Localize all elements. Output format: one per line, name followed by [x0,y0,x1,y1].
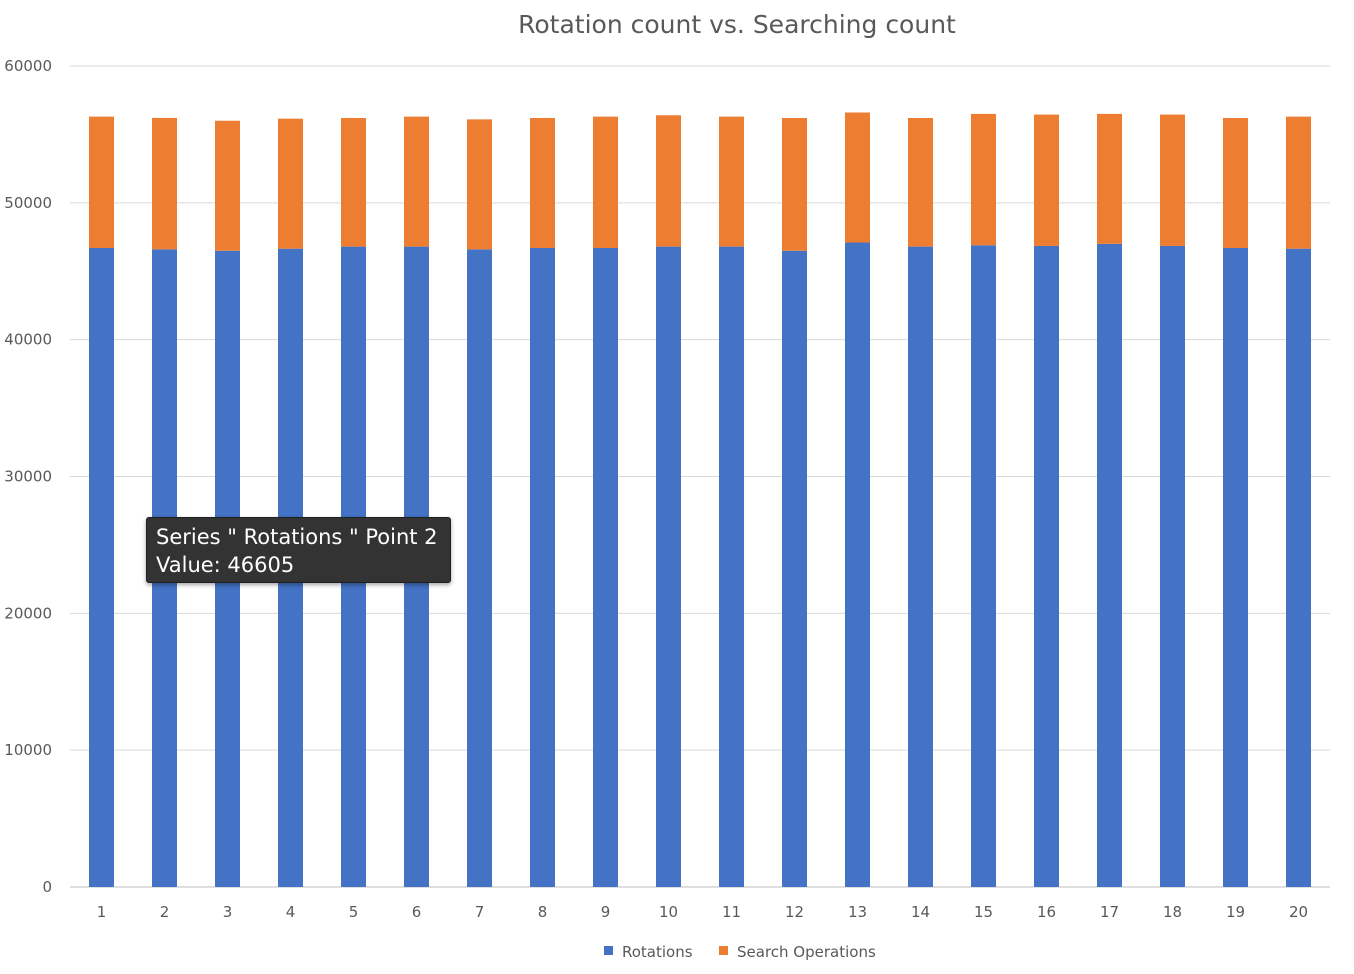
x-tick-label: 18 [1163,903,1182,921]
bar-rotations-10[interactable] [656,246,681,887]
bar-rotations-15[interactable] [971,245,996,888]
x-tick-label: 11 [722,903,741,921]
x-tick-label: 12 [785,903,804,921]
bar-search-operations-7[interactable] [467,119,492,250]
x-tick-label: 10 [659,903,678,921]
bar-search-operations-16[interactable] [1034,114,1059,246]
bar-search-operations-20[interactable] [1286,116,1311,249]
bar-search-operations-5[interactable] [341,117,366,247]
x-tick-label: 19 [1226,903,1245,921]
x-tick-label: 15 [974,903,993,921]
bar-rotations-14[interactable] [908,246,933,887]
x-tick-label: 16 [1037,903,1056,921]
y-tick-label: 50000 [4,194,52,212]
x-axis-ticks: 1 2 3 4 5 6 7 8 9 10 11 12 13 14 15 16 17 18 19 20 [97,903,1308,921]
bar-rotations-12[interactable] [782,250,807,888]
x-tick-label: 5 [349,903,359,921]
x-tick-label: 4 [286,903,296,921]
gridlines [70,65,1330,888]
bars[interactable] [89,112,1311,888]
bar-rotations-13[interactable] [845,242,870,887]
bar-search-operations-3[interactable] [215,120,240,251]
x-tick-label: 9 [601,903,611,921]
bar-search-operations-13[interactable] [845,112,870,243]
bar-search-operations-2[interactable] [152,117,177,250]
x-tick-label: 13 [848,903,867,921]
legend-swatch [604,946,613,955]
bar-rotations-11[interactable] [719,246,744,887]
y-tick-label: 0 [42,878,52,896]
bar-search-operations-9[interactable] [593,116,618,248]
bar-search-operations-14[interactable] [908,117,933,247]
y-tick-label: 20000 [4,604,52,622]
legend[interactable]: Rotations Search Operations [604,943,876,961]
bar-rotations-1[interactable] [89,247,114,887]
bar-search-operations-11[interactable] [719,116,744,247]
chart-title: Rotation count vs. Searching count [518,10,956,39]
x-tick-label: 14 [911,903,930,921]
x-tick-label: 6 [412,903,422,921]
y-tick-label: 40000 [4,331,52,349]
bar-rotations-18[interactable] [1160,245,1185,887]
y-tick-label: 30000 [4,468,52,486]
bar-rotations-16[interactable] [1034,245,1059,887]
bar-rotations-9[interactable] [593,247,618,887]
bar-search-operations-10[interactable] [656,115,681,247]
bar-search-operations-4[interactable] [278,118,303,249]
data-point-tooltip: Series " Rotations " Point 2 Value: 4660… [146,517,451,583]
x-tick-label: 7 [475,903,485,921]
bar-rotations-17[interactable] [1097,243,1122,888]
y-tick-label: 60000 [4,57,52,75]
bar-rotations-19[interactable] [1223,247,1248,887]
tooltip-value-line: Value: 46605 [156,553,295,577]
bar-search-operations-1[interactable] [89,116,114,248]
tooltip-series-line: Series " Rotations " Point 2 [156,525,438,549]
bar-rotations-7[interactable] [467,249,492,887]
x-tick-label: 2 [160,903,170,921]
bar-search-operations-17[interactable] [1097,113,1122,244]
bar-rotations-20[interactable] [1286,248,1311,888]
y-axis-ticks: 0 10000 20000 30000 40000 50000 60000 [4,57,52,896]
bar-search-operations-18[interactable] [1160,114,1185,246]
x-tick-label: 17 [1100,903,1119,921]
legend-label[interactable]: Rotations [622,943,693,961]
y-tick-label: 10000 [4,741,52,759]
bar-search-operations-6[interactable] [404,116,429,247]
bar-search-operations-19[interactable] [1223,117,1248,248]
bar-search-operations-8[interactable] [530,117,555,248]
legend-swatch [719,946,728,955]
bar-search-operations-15[interactable] [971,113,996,246]
x-tick-label: 20 [1289,903,1308,921]
bar-rotations-8[interactable] [530,247,555,887]
x-tick-label: 3 [223,903,233,921]
bar-search-operations-12[interactable] [782,117,807,251]
legend-label[interactable]: Search Operations [737,943,876,961]
x-tick-label: 8 [538,903,548,921]
x-tick-label: 1 [97,903,107,921]
